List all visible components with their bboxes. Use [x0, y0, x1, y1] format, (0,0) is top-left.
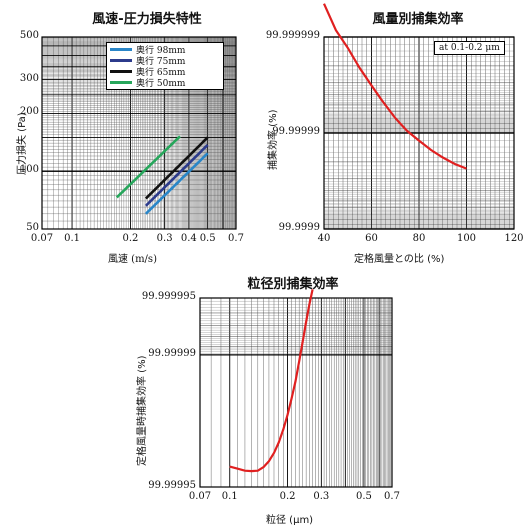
- chart3-title: 粒径別捕集効率: [247, 277, 339, 292]
- chart1-ytick: 300: [19, 72, 39, 84]
- series-line-0: [144, 152, 209, 215]
- legend-swatch-75: [110, 59, 132, 62]
- series-line-1: [144, 144, 209, 207]
- chart1-xlabel: 風速 (m/s): [108, 254, 157, 265]
- chart1-xtick: 0.1: [64, 233, 80, 244]
- efficiency-curve: [322, 3, 467, 170]
- chart2-ylabel: 捕集効率 (%): [268, 109, 279, 170]
- legend-swatch-65: [110, 70, 132, 73]
- chart3-xtick: 0.1: [221, 491, 238, 502]
- chart3-ylabel: 定格風量時捕集効率 (%): [137, 355, 148, 466]
- chart1-xtick: 0.3: [156, 233, 173, 244]
- chart2-title: 風量別捕集効率: [372, 12, 464, 27]
- legend-label-50: 奥行 50mm: [136, 79, 186, 89]
- chart-pressure-loss: 風速-圧力損失特性 奥行 98mm 奥行 75mm 奥行 65mm 奥行 50m…: [0, 0, 264, 265]
- chart1-xtick: 0.7: [228, 233, 244, 244]
- chart2-xtick: 40: [317, 233, 331, 244]
- chart3-xtick: 0.3: [313, 491, 330, 502]
- chart2-ytick: 99.999999: [265, 30, 320, 41]
- chart1-xtick: 0.4: [180, 233, 197, 244]
- chart2-xtick: 100: [456, 233, 477, 244]
- chart3-frame: [199, 297, 393, 488]
- legend-label-65: 奥行 65mm: [136, 68, 186, 78]
- chart2-xtick: 60: [365, 233, 378, 244]
- series-line-3: [115, 135, 181, 199]
- chart1-frame: [41, 36, 237, 230]
- chart3-ytick: 99.99995: [148, 480, 196, 491]
- chart2-xtick: 80: [412, 233, 426, 244]
- chart3-ytick: 99.99999: [148, 347, 196, 359]
- chart3-xtick: 0.5: [355, 491, 372, 502]
- legend-swatch-50: [110, 81, 132, 84]
- chart2-ytick: 99.9999: [278, 222, 320, 233]
- chart1-title: 風速-圧力損失特性: [92, 12, 202, 27]
- chart1-xtick: 0.2: [122, 233, 139, 244]
- legend-item-50: 奥行 50mm: [107, 77, 223, 89]
- chart2-plot: [322, 3, 515, 230]
- legend-item-75: 奥行 75mm: [107, 55, 223, 67]
- chart3-xtick: 0.07: [188, 491, 212, 502]
- series-line-2: [144, 136, 209, 200]
- chart3-xtick: 0.7: [384, 491, 400, 502]
- chart2-annotation: at 0.1-0.2 μm: [434, 41, 505, 55]
- legend-swatch-98: [110, 48, 132, 51]
- chart3-ytick: 99.999995: [141, 291, 196, 302]
- chart3-xtick: 0.2: [279, 491, 296, 502]
- chart1-legend: 奥行 98mm 奥行 75mm 奥行 65mm 奥行 50mm: [106, 42, 224, 90]
- particle-efficiency-curve: [229, 289, 314, 473]
- chart1-xtick: 0.5: [199, 233, 216, 244]
- chart1-plot: [41, 36, 237, 230]
- legend-item-98: 奥行 98mm: [107, 44, 223, 56]
- chart2-ytick: 99.99999: [272, 126, 320, 137]
- chart1-ytick: 50: [26, 222, 39, 233]
- chart1-ytick: 200: [19, 106, 39, 118]
- chart3-xlabel: 粒径 (μm): [266, 515, 314, 526]
- legend-item-65: 奥行 65mm: [107, 66, 223, 78]
- chart2-xtick: 120: [504, 233, 524, 244]
- chart-efficiency-by-airflow: 風量別捕集効率 at 0.1-0.2 μm 定格風量との比 (%) 捕集効率 (…: [264, 0, 528, 265]
- chart-efficiency-by-particle: 粒径別捕集効率 粒径 (μm) 定格風量時捕集効率 (%) 0.07 0.1 0.2…: [0, 264, 528, 528]
- legend-label-98: 奥行 98mm: [136, 46, 186, 56]
- chart1-xtick: 0.07: [30, 233, 54, 244]
- chart1-ytick: 500: [19, 30, 39, 41]
- legend-label-75: 奥行 75mm: [136, 57, 186, 67]
- chart3-plot: [199, 289, 393, 488]
- chart2-frame: [323, 36, 515, 230]
- chart2-xlabel: 定格風量との比 (%): [354, 254, 445, 265]
- chart1-ytick: 100: [19, 164, 39, 176]
